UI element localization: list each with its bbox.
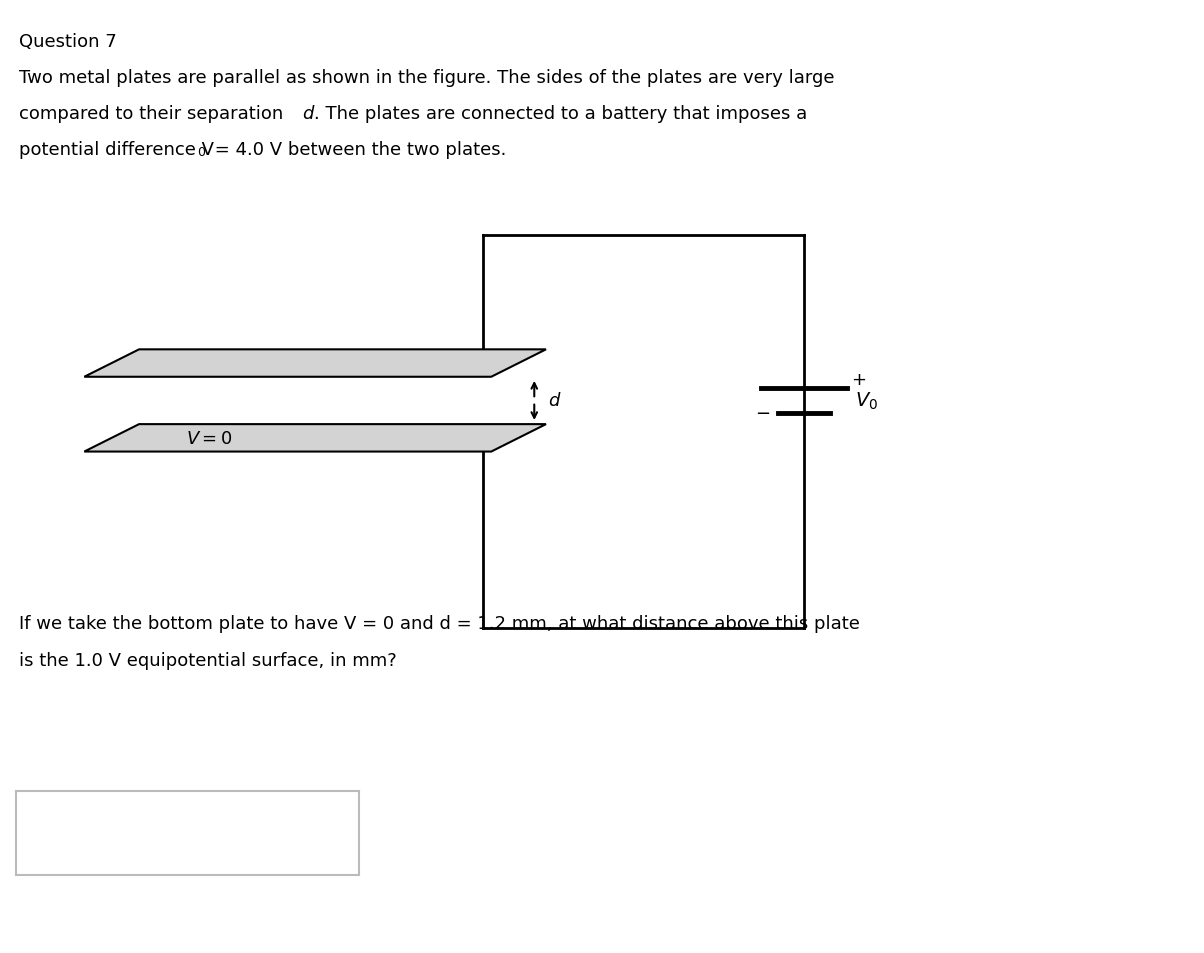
Text: Question 7: Question 7 bbox=[19, 33, 117, 51]
Text: $V = 0$: $V = 0$ bbox=[187, 430, 232, 447]
Text: Two metal plates are parallel as shown in the figure. The sides of the plates ar: Two metal plates are parallel as shown i… bbox=[19, 69, 834, 87]
Polygon shape bbox=[84, 425, 547, 452]
Text: = 4.0 V between the two plates.: = 4.0 V between the two plates. bbox=[209, 141, 507, 159]
Text: . The plates are connected to a battery that imposes a: . The plates are connected to a battery … bbox=[314, 105, 808, 123]
Text: compared to their separation: compared to their separation bbox=[19, 105, 289, 123]
Text: +: + bbox=[851, 370, 866, 388]
Text: If we take the bottom plate to have V = 0 and d = 1.2 mm, at what distance above: If we take the bottom plate to have V = … bbox=[19, 615, 860, 633]
Text: $V_0$: $V_0$ bbox=[855, 391, 878, 412]
Text: potential difference V: potential difference V bbox=[19, 141, 214, 159]
Text: is the 1.0 V equipotential surface, in mm?: is the 1.0 V equipotential surface, in m… bbox=[19, 651, 397, 669]
Text: −: − bbox=[755, 404, 771, 422]
Text: $d$: $d$ bbox=[548, 392, 562, 410]
Text: 0: 0 bbox=[197, 146, 206, 159]
Text: d: d bbox=[302, 105, 313, 123]
Polygon shape bbox=[84, 350, 547, 377]
